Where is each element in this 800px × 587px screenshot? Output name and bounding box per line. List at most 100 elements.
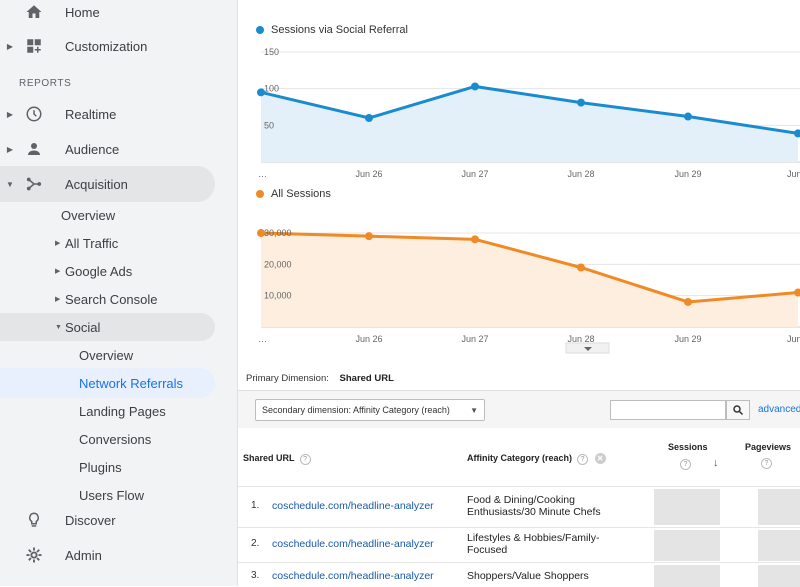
- home-icon: [25, 3, 43, 21]
- row-number: 1.: [251, 500, 260, 511]
- nav-customization[interactable]: ▶ Customization: [0, 28, 238, 64]
- secondary-dimension-label: Secondary dimension: Affinity Category (…: [262, 405, 450, 415]
- sidebar-item-search-console[interactable]: ▶ Search Console: [55, 285, 158, 313]
- expand-caret-icon[interactable]: ▶: [6, 144, 14, 154]
- header-pageviews[interactable]: Pageviews ?: [745, 442, 791, 469]
- help-icon[interactable]: ?: [299, 454, 311, 465]
- nav-home[interactable]: Home: [0, 0, 238, 30]
- secondary-dimension-select[interactable]: Secondary dimension: Affinity Category (…: [255, 399, 485, 421]
- data-point: [365, 114, 373, 122]
- row-number: 2.: [251, 538, 260, 549]
- nav-home-label: Home: [65, 4, 100, 20]
- acq-overview-label: Overview: [61, 207, 116, 223]
- x-tick-label: Jun 26: [355, 169, 382, 179]
- row-affinity-line2: Enthusiasts/30 Minute Chefs: [467, 506, 601, 518]
- help-icon[interactable]: ?: [680, 459, 691, 470]
- nav-audience-label: Audience: [65, 141, 120, 157]
- sidebar-item-plugins[interactable]: Plugins: [79, 453, 122, 481]
- search-button[interactable]: [726, 400, 750, 420]
- expand-caret-icon[interactable]: ▶: [6, 109, 14, 119]
- primary-dimension-label: Primary Dimension:: [246, 373, 329, 384]
- data-point: [471, 82, 479, 91]
- sidebar-item-acq-overview[interactable]: Overview: [61, 201, 115, 229]
- collapse-caret-icon[interactable]: ▼: [6, 179, 14, 189]
- series-area: [261, 233, 798, 327]
- header-affinity[interactable]: Affinity Category (reach)? ✕: [467, 453, 606, 465]
- acquisition-icon: [25, 175, 43, 193]
- y-tick-label: 10,000: [264, 291, 292, 301]
- expand-caret-icon: ▶: [55, 296, 61, 303]
- y-tick-label: 20,000: [264, 259, 292, 269]
- social-label: Social: [65, 319, 101, 335]
- nav-audience[interactable]: ▶ Audience: [0, 131, 238, 167]
- data-point: [794, 129, 800, 138]
- chart2-legend-swatch: [256, 190, 264, 198]
- row-url-link[interactable]: coschedule.com/headline-analyzer: [272, 538, 434, 550]
- sidebar-item-all-traffic[interactable]: ▶ All Traffic: [55, 229, 118, 257]
- network-referrals-label: Network Referrals: [79, 375, 184, 391]
- x-tick-label: Jun 29: [674, 334, 701, 344]
- nav-discover-label: Discover: [65, 512, 116, 528]
- chart2-legend: All Sessions: [256, 188, 331, 200]
- sidebar-item-social[interactable]: ▼ Social: [0, 313, 215, 341]
- sidebar-item-google-ads[interactable]: ▶ Google Ads: [55, 257, 132, 285]
- reports-header: REPORTS: [19, 78, 72, 89]
- header-sessions-label: Sessions: [668, 442, 708, 452]
- table-row: 2. coschedule.com/headline-analyzer Life…: [238, 527, 800, 562]
- header-sessions[interactable]: Sessions ? ↓: [668, 442, 719, 470]
- lightbulb-icon: [25, 511, 43, 529]
- x-tick-label: Jun 28: [567, 334, 594, 344]
- primary-dimension: Primary Dimension: Shared URL: [246, 373, 394, 384]
- header-shared-url[interactable]: Shared URL?: [243, 453, 311, 465]
- chart1-legend-label: Sessions via Social Referral: [271, 24, 408, 36]
- row-affinity-line1: Food & Dining/Cooking: [467, 494, 575, 506]
- row-affinity: Lifestyles & Hobbies/Family- Focused: [467, 532, 637, 556]
- help-icon[interactable]: ?: [577, 454, 589, 465]
- data-point: [684, 297, 692, 306]
- all-traffic-label: All Traffic: [65, 235, 119, 251]
- row-url-link[interactable]: coschedule.com/headline-analyzer: [272, 570, 434, 582]
- nav-acquisition[interactable]: ▼ Acquisition: [0, 166, 215, 202]
- search-icon: [733, 405, 744, 416]
- chart1-legend-swatch: [256, 26, 264, 34]
- sidebar-item-network-referrals[interactable]: Network Referrals: [0, 368, 215, 398]
- row-affinity-line1: Lifestyles & Hobbies/Family-: [467, 532, 600, 544]
- row-affinity-line1: Shoppers/Value Shoppers: [467, 570, 589, 582]
- redacted-pageviews: [758, 489, 800, 525]
- chart2-legend-label: All Sessions: [271, 188, 331, 200]
- redacted-pageviews: [758, 530, 800, 561]
- sidebar-item-users-flow[interactable]: Users Flow: [79, 481, 144, 509]
- clock-icon: [25, 105, 43, 123]
- sidebar-item-conversions[interactable]: Conversions: [79, 425, 151, 453]
- remove-dimension-icon[interactable]: ✕: [594, 453, 606, 464]
- table-row: 1. coschedule.com/headline-analyzer Food…: [238, 486, 800, 527]
- chart-sessions-social: 150 100 50 … Jun 26 Jun 27 Jun 28 Jun 29 Jun 3: [257, 47, 800, 179]
- sidebar-item-landing-pages[interactable]: Landing Pages: [79, 397, 166, 425]
- row-url-link[interactable]: coschedule.com/headline-analyzer: [272, 500, 434, 512]
- chart-all-sessions: 30,000 20,000 10,000 … Jun 26 Jun 27 Jun 28 Jun…: [257, 228, 800, 354]
- help-icon[interactable]: ?: [761, 458, 772, 469]
- collapse-caret-icon: ▼: [55, 323, 62, 331]
- primary-dimension-value[interactable]: Shared URL: [339, 373, 394, 384]
- advanced-link[interactable]: advanced: [758, 404, 800, 415]
- nav-admin[interactable]: Admin: [0, 537, 238, 573]
- data-point: [257, 229, 265, 238]
- search-console-label: Search Console: [65, 291, 158, 307]
- data-point: [577, 263, 585, 272]
- sidebar-item-social-overview[interactable]: Overview: [79, 341, 133, 369]
- nav-realtime[interactable]: ▶ Realtime: [0, 96, 238, 132]
- nav-discover[interactable]: Discover: [0, 502, 238, 538]
- gear-icon: [25, 546, 43, 564]
- expand-caret-icon[interactable]: ▶: [6, 41, 14, 51]
- row-affinity: Food & Dining/Cooking Enthusiasts/30 Min…: [467, 494, 637, 518]
- y-tick-label: 150: [264, 47, 279, 57]
- table-search-input[interactable]: [610, 400, 726, 420]
- sort-desc-icon[interactable]: ↓: [713, 457, 719, 469]
- data-point: [684, 112, 692, 121]
- row-affinity: Shoppers/Value Shoppers: [467, 570, 637, 582]
- redacted-sessions: [654, 565, 720, 587]
- person-icon: [25, 140, 43, 158]
- data-point: [365, 232, 373, 241]
- series-area: [261, 86, 798, 162]
- nav-realtime-label: Realtime: [65, 106, 117, 122]
